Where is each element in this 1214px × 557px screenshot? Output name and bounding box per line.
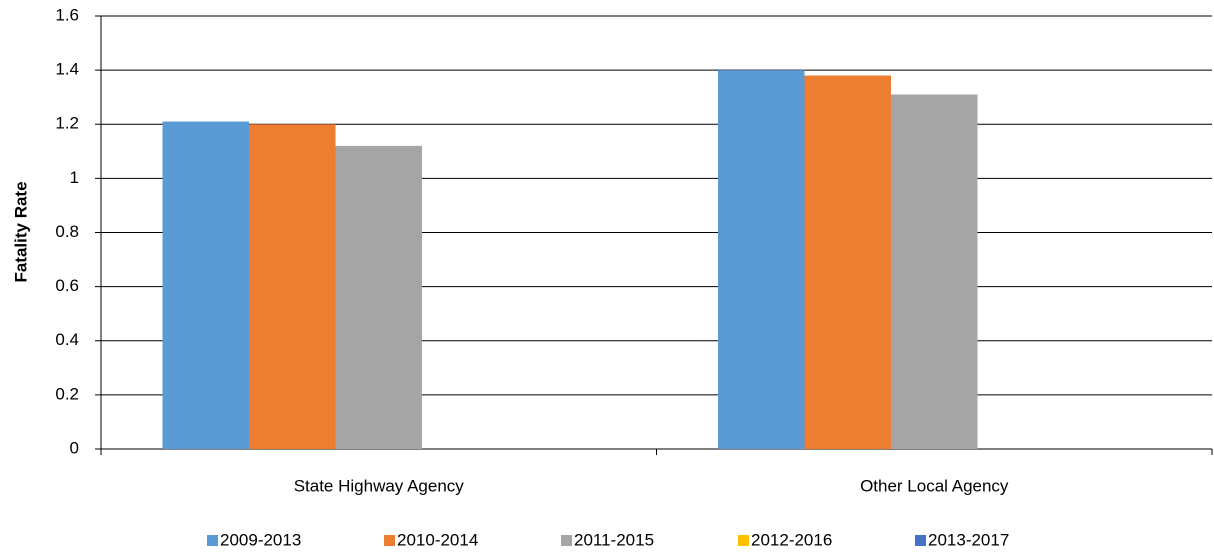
y-tick-label: 0.8 [55, 222, 79, 241]
x-tick-label: Other Local Agency [860, 476, 1009, 495]
y-tick-label: 0.6 [55, 276, 79, 295]
y-tick-label: 0 [70, 438, 79, 457]
legend-label: 2010-2014 [397, 530, 478, 549]
x-tick-label: State Highway Agency [294, 476, 465, 495]
y-tick-label: 1 [70, 168, 79, 187]
legend-swatch [207, 535, 218, 546]
bar [335, 145, 422, 449]
bar [718, 70, 805, 449]
legend-label: 2009-2013 [220, 530, 301, 549]
legend-label: 2012-2016 [751, 530, 832, 549]
bar [162, 121, 249, 449]
bar [891, 94, 978, 449]
y-tick-label: 0.4 [55, 330, 79, 349]
legend-swatch [561, 535, 572, 546]
bar [804, 75, 891, 449]
y-tick-label: 1.4 [55, 60, 79, 79]
legend-label: 2011-2015 [574, 530, 654, 549]
legend-swatch [915, 535, 926, 546]
bar [249, 124, 336, 449]
legend-swatch [738, 535, 749, 546]
y-axis-label: Fatality Rate [11, 181, 30, 282]
y-tick-label: 1.6 [55, 5, 79, 24]
legend-swatch [384, 535, 395, 546]
y-tick-label: 1.2 [55, 114, 79, 133]
legend-label: 2013-2017 [928, 530, 1009, 549]
y-tick-label: 0.2 [55, 384, 79, 403]
